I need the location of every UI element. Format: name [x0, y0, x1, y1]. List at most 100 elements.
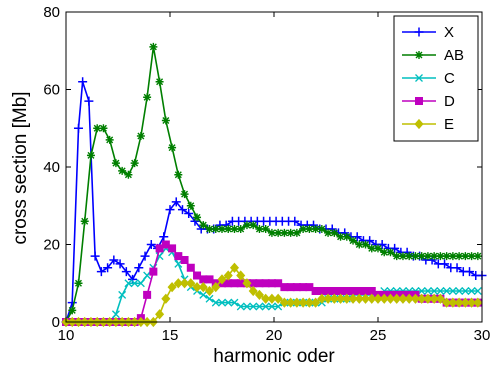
- y-tick-label: 0: [52, 314, 60, 331]
- data-point-c: [211, 298, 220, 307]
- data-point-ab: [317, 225, 326, 233]
- data-point-e: [417, 293, 427, 304]
- data-point-ab: [255, 225, 264, 233]
- data-point-e: [404, 293, 414, 304]
- data-point-e: [317, 293, 327, 304]
- y-axis-label: cross section [Mb]: [10, 91, 31, 244]
- data-point-x: [340, 228, 350, 238]
- data-point-x: [78, 77, 88, 87]
- data-point-x: [290, 216, 300, 226]
- data-point-x: [184, 209, 194, 218]
- data-point-x: [96, 267, 106, 277]
- data-point-ab: [461, 252, 470, 261]
- data-point-ab: [367, 244, 376, 253]
- data-point-ab: [430, 252, 439, 261]
- y-tick-label: 20: [43, 237, 60, 254]
- data-point-ab: [168, 143, 177, 152]
- data-point-ab: [111, 159, 120, 168]
- data-point-e: [336, 293, 346, 304]
- series-ab: [62, 42, 482, 326]
- data-point-ab: [236, 225, 245, 233]
- data-point-ab: [211, 225, 220, 233]
- data-point-x: [171, 197, 181, 207]
- data-point-x: [115, 259, 125, 269]
- data-point-ab: [180, 190, 189, 199]
- data-point-c: [423, 287, 432, 295]
- data-point-ab: [455, 252, 464, 261]
- data-point-e: [348, 293, 358, 304]
- data-point-e: [367, 293, 377, 304]
- data-point-ab: [74, 279, 83, 288]
- data-point-e: [211, 282, 221, 293]
- data-point-c: [136, 279, 145, 288]
- legend-swatch-marker: [415, 74, 423, 82]
- data-point-x: [309, 220, 319, 230]
- data-point-ab: [274, 228, 283, 237]
- data-point-c: [255, 302, 264, 311]
- data-point-c: [455, 287, 464, 295]
- data-point-ab: [423, 252, 432, 261]
- data-point-e: [261, 293, 271, 304]
- data-point-x: [390, 243, 400, 253]
- data-point-e: [323, 293, 333, 304]
- data-point-ab: [411, 252, 420, 261]
- data-point-ab: [299, 225, 308, 233]
- data-point-e: [448, 297, 458, 308]
- legend-swatch-marker: [414, 27, 424, 37]
- data-point-c: [448, 287, 457, 295]
- data-point-c: [249, 302, 258, 311]
- data-point-ab: [136, 132, 145, 140]
- data-point-ab: [155, 77, 164, 86]
- data-point-e: [423, 293, 433, 304]
- data-point-e: [385, 293, 396, 304]
- data-point-e: [311, 297, 321, 308]
- data-point-x: [440, 259, 450, 269]
- data-point-c: [199, 290, 208, 299]
- data-point-ab: [249, 221, 258, 230]
- x-axis-label: harmonic oder: [213, 346, 335, 367]
- y-tick-label: 80: [43, 4, 60, 21]
- legend-swatch-marker: [415, 51, 423, 59]
- data-point-x: [327, 224, 337, 234]
- data-point-c: [436, 287, 445, 295]
- data-point-c: [224, 298, 233, 307]
- data-point-e: [186, 278, 196, 289]
- data-point-ab: [193, 213, 202, 222]
- data-point-x: [67, 298, 77, 308]
- data-point-e: [192, 282, 202, 293]
- data-point-ab: [305, 225, 314, 233]
- x-tick-label: 20: [266, 327, 283, 344]
- data-point-x: [103, 263, 113, 273]
- data-point-ab: [442, 252, 451, 261]
- data-point-e: [180, 278, 190, 289]
- data-point-e: [248, 285, 258, 297]
- data-point-e: [435, 293, 445, 304]
- data-point-ab: [448, 252, 457, 261]
- data-point-c: [467, 287, 476, 295]
- x-tick-label: 10: [58, 327, 75, 344]
- data-point-e: [267, 293, 277, 304]
- data-point-x: [402, 247, 412, 257]
- data-point-c: [473, 287, 482, 295]
- data-point-d: [186, 263, 195, 272]
- data-point-ab: [124, 170, 133, 179]
- data-point-c: [130, 279, 139, 288]
- data-point-e: [329, 293, 339, 304]
- data-point-x: [165, 205, 175, 215]
- data-point-ab: [130, 159, 139, 168]
- data-point-e: [223, 270, 233, 281]
- data-point-ab: [186, 201, 195, 210]
- data-point-x: [128, 274, 138, 284]
- data-point-ab: [398, 252, 407, 261]
- data-point-ab: [292, 228, 301, 237]
- data-point-e: [454, 297, 464, 308]
- data-point-ab: [386, 248, 395, 257]
- data-point-c: [274, 302, 283, 311]
- data-point-e: [279, 297, 289, 308]
- data-point-c: [261, 302, 270, 311]
- legend-swatch-marker: [414, 118, 424, 130]
- data-point-ab: [224, 225, 233, 233]
- x-tick-label: 15: [162, 327, 179, 344]
- axes-layer: 10 15 20 25 30 0 20 40 60 80: [43, 4, 490, 344]
